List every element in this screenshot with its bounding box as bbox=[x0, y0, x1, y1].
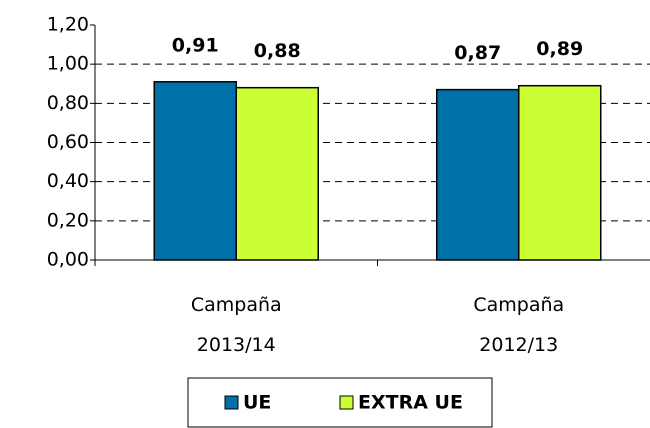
bar bbox=[436, 88, 520, 261]
legend-swatch bbox=[224, 395, 239, 410]
legend-label: UE bbox=[243, 392, 271, 414]
bar bbox=[153, 81, 237, 261]
y-tick-label: 0,00 bbox=[47, 249, 89, 271]
data-label: 0,89 bbox=[536, 38, 583, 60]
x-tick-label: Campaña 2012/13 bbox=[473, 294, 565, 356]
y-tick-label: 0,40 bbox=[47, 170, 89, 192]
legend-swatch bbox=[339, 395, 354, 410]
y-tick-label: 0,20 bbox=[47, 209, 89, 231]
y-tick-label: 0,60 bbox=[47, 131, 89, 153]
x-tick-label: Campaña 2013/14 bbox=[190, 294, 282, 356]
data-label: 0,88 bbox=[254, 40, 301, 62]
y-tick-label: 1,00 bbox=[47, 53, 89, 75]
y-tick-label: 1,20 bbox=[47, 14, 89, 36]
legend-label: EXTRA UE bbox=[358, 392, 463, 414]
data-label: 0,91 bbox=[172, 34, 219, 56]
bar bbox=[518, 84, 602, 261]
bar bbox=[235, 86, 319, 261]
data-label: 0,87 bbox=[454, 42, 501, 64]
y-tick-label: 0,80 bbox=[47, 92, 89, 114]
